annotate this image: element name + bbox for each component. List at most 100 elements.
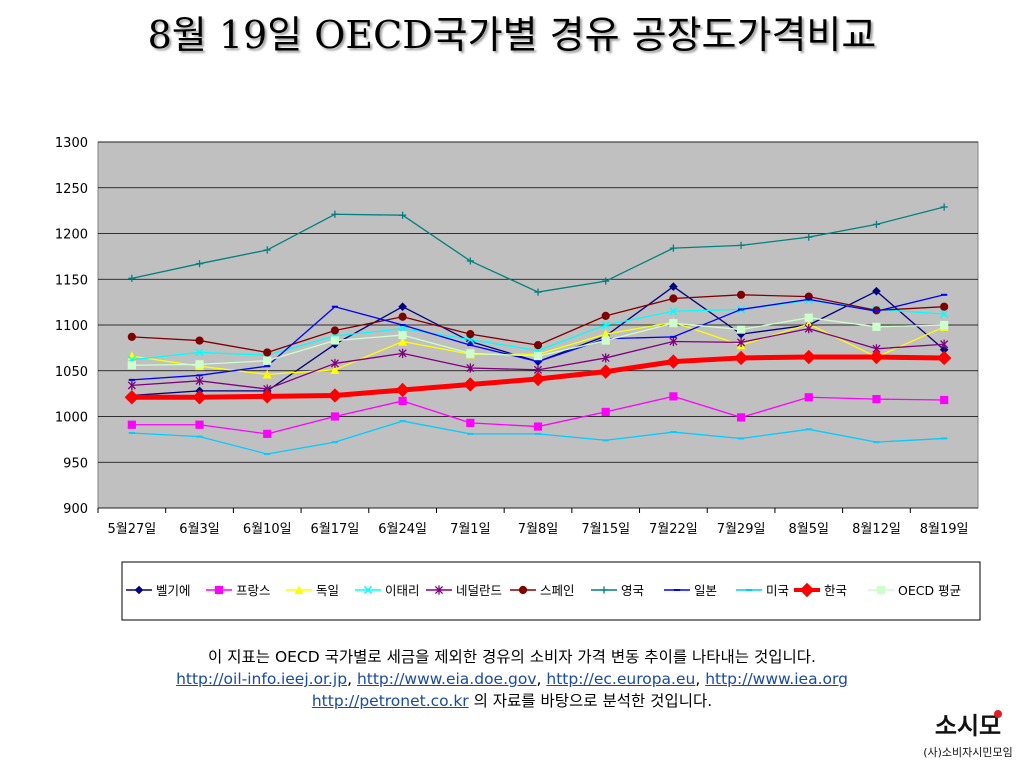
logo-caption: (사)소비자시민모임 [923,746,1013,759]
data-point [398,396,407,406]
legend-marker [294,585,304,595]
source-link-eia[interactable]: http://www.eia.doe.gov [356,670,537,688]
data-point [737,337,746,347]
y-tick-label: 1200 [55,228,88,243]
data-point [736,290,746,299]
legend-marker [876,585,886,595]
legend-marker [434,585,444,595]
data-point [330,365,340,374]
data-point [601,407,610,417]
data-point [263,356,272,365]
data-point [398,336,408,346]
data-point [737,241,745,249]
data-point [263,429,272,438]
data-point [398,330,407,340]
data-point [195,360,204,369]
data-point [466,418,475,428]
data-point [262,369,272,379]
data-point [327,388,343,403]
data-point [534,288,542,296]
data-point [463,377,478,392]
source-link-iea[interactable]: http://www.iea.org [705,670,848,688]
legend-box [121,561,981,621]
data-point [263,246,271,254]
x-axis-ticks: 5월27일 6월3일 6월10일 6월17일 6월24일 7월1일 7월8일 7월15일 7월2… [97,508,969,537]
legend-item-8: 미국 [736,583,789,598]
data-point [398,348,407,358]
legend-item-9: 한국 [794,582,847,598]
data-point [466,349,475,358]
data-point [801,349,816,365]
legend-item-2: 독일 [286,583,339,598]
data-point [530,371,546,387]
data-point [872,220,881,228]
legend-label: 벨기에 [156,583,191,598]
data-point [466,330,475,339]
data-point [940,309,949,319]
series-10 [127,313,949,370]
legend-item-0: 벨기에 [126,583,191,598]
caption-line3: http://petronet.co.kr 의 자료를 바탕으로 분석한 것입니… [60,690,964,712]
source-link-europa[interactable]: http://ec.europa.eu [546,670,696,688]
legend-item-1: 프랑스 [206,583,271,598]
data-point [195,376,204,386]
separator: , [695,670,706,688]
series-9 [124,349,952,405]
x-tick-label: 7월15일 [581,522,630,537]
data-point [395,382,410,398]
y-tick-label: 1000 [55,411,88,426]
y-axis-ticks: 900 950 1000 1050 1100 1150 1200 1250 1300 [55,136,88,517]
legend-item-3: 이태리 [355,583,420,598]
y-tick-label: 1300 [55,136,88,151]
data-point [330,412,340,421]
data-point [872,395,881,404]
data-point [533,352,543,361]
data-point [466,257,474,265]
x-tick-label: 8월19일 [920,522,969,537]
data-point [128,274,136,282]
data-point [940,203,948,211]
data-point [669,244,677,252]
separator: , [536,670,547,688]
x-tick-label: 6월3일 [179,522,219,537]
y-tick-label: 1100 [55,319,88,334]
x-tick-label: 6월24일 [378,522,427,537]
data-point [805,233,813,241]
legend-label: OECD 평균 [898,583,961,598]
legend: 벨기에 프랑스 독일 이태리 네덜란드 스페인 영국 일본 미국 한국 OECD 평균 [121,561,981,621]
data-point [869,349,884,365]
data-point [602,277,610,285]
legend-item-10: OECD 평균 [868,583,961,598]
data-point [940,395,949,405]
legend-item-5: 스페인 [510,583,575,598]
data-point [940,302,949,311]
source-link-oil-info[interactable]: http://oil-info.ieej.or.jp [176,670,348,688]
logo-mark: 소시모 [935,712,1001,740]
series-8 [128,420,948,456]
page-title: 8월 19일 OECD국가별 경유 공장도가격비교 [147,13,877,57]
y-tick-label: 950 [63,456,88,471]
x-tick-label: 6월10일 [243,522,292,537]
data-point [666,354,681,369]
data-point [260,389,275,404]
data-point [330,358,339,369]
data-point [533,341,543,350]
line-chart: 900 950 1000 1050 1100 1150 1200 1250 1300 5월27일… [55,136,981,621]
x-tick-label: 7월1일 [450,522,490,537]
source-link-petronet[interactable]: http://petronet.co.kr [311,692,469,710]
legend-marker [214,585,224,595]
x-tick-label: 7월22일 [649,522,698,537]
logo-dot [994,710,1002,718]
legend-label: 스페인 [540,583,575,598]
data-point [195,260,204,268]
data-point [331,210,339,218]
y-tick-label: 1250 [55,182,88,197]
data-point [872,286,881,296]
caption-line1: 이 지표는 OECD 국가별로 세금을 제외한 경유의 소비자 가격 변동 추이… [208,648,816,666]
legend-marker [363,585,373,595]
data-point [195,420,204,429]
data-point [466,363,475,373]
data-point [399,211,407,219]
data-point [330,336,340,345]
data-point [940,339,949,349]
